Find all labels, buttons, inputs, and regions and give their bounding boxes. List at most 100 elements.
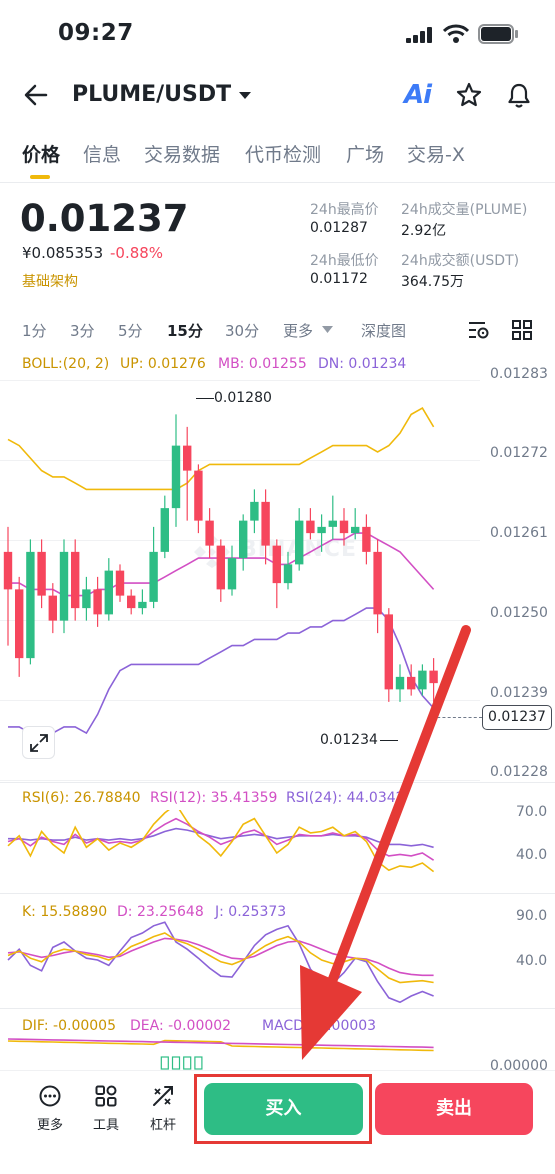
- rsi-axis-label: 70.0: [516, 804, 548, 820]
- tab-trading-data[interactable]: 交易数据: [144, 144, 221, 166]
- boll-up: UP: 0.01276: [120, 356, 206, 372]
- cellular-signal-icon: [406, 27, 434, 43]
- candle-body: [395, 676, 405, 690]
- leverage-icon: [153, 1086, 173, 1106]
- divider: [0, 182, 555, 183]
- candle-body: [149, 551, 158, 602]
- tools-button[interactable]: 工具: [86, 1085, 126, 1135]
- candle-body: [261, 501, 270, 546]
- interval-more[interactable]: 更多: [283, 322, 314, 340]
- kdj-axis-label: 40.0: [516, 953, 548, 969]
- current-price-badge: 0.01237: [482, 705, 552, 730]
- star-icon[interactable]: [456, 82, 482, 108]
- interval-3m[interactable]: 3分: [70, 322, 95, 340]
- candle-body: [317, 526, 326, 534]
- gridline: [0, 460, 480, 461]
- layout-grid-icon[interactable]: [512, 320, 532, 340]
- candle-body: [127, 595, 136, 609]
- back-arrow-icon[interactable]: [24, 84, 48, 106]
- tools-label: 工具: [92, 1118, 119, 1133]
- kdj-j-line: [7, 921, 434, 1004]
- amount-value: 364.75万: [401, 274, 464, 290]
- more-button[interactable]: 更多: [30, 1085, 70, 1135]
- price-change: -0.88%: [110, 244, 164, 262]
- candle-body: [37, 551, 46, 596]
- candle-body: [3, 551, 13, 590]
- boll-dn: DN: 0.01234: [318, 356, 407, 372]
- gridline: [0, 380, 480, 381]
- volume-value: 2.92亿: [401, 223, 447, 239]
- kdj-k-label: K: 15.58890: [22, 904, 108, 920]
- rsi12-label: RSI(12): 35.41359: [150, 790, 278, 806]
- candle-body: [272, 545, 281, 584]
- candle-body: [115, 570, 125, 596]
- price-axis-label: 0.01228: [490, 764, 548, 780]
- category-tag[interactable]: 基础架构: [22, 274, 78, 290]
- divider: [0, 782, 555, 783]
- candle-body: [205, 520, 214, 546]
- highlight-box: [194, 1074, 372, 1144]
- gridline: [0, 620, 480, 621]
- candle-body: [160, 508, 169, 552]
- current-price-line: [432, 717, 482, 718]
- high-marker-line: [196, 398, 214, 399]
- battery-icon: [478, 24, 518, 44]
- active-tab-indicator: [30, 175, 50, 179]
- bell-icon[interactable]: [507, 82, 531, 108]
- candle-body: [93, 589, 102, 615]
- tab-info[interactable]: 信息: [83, 144, 122, 166]
- indicator-settings-icon[interactable]: [468, 321, 490, 341]
- more-label: 更多: [36, 1118, 63, 1133]
- candle-body: [250, 501, 259, 521]
- more-caret-icon: [322, 326, 333, 333]
- boll-lower-line: [8, 607, 435, 735]
- tab-trade-x[interactable]: 交易-X: [407, 144, 465, 166]
- high-value: 0.01287: [310, 220, 368, 236]
- low-value: 0.01172: [310, 271, 368, 287]
- macd-histogram-bar: [183, 1056, 192, 1070]
- macd-histogram-bar: [194, 1056, 203, 1070]
- fullscreen-button[interactable]: [22, 726, 55, 759]
- price-axis-label: 0.01250: [490, 605, 548, 621]
- candle-body: [418, 670, 427, 690]
- kdj-d-label: D: 23.25648: [117, 904, 204, 920]
- price-axis-label: 0.01261: [490, 525, 548, 541]
- high-annotation: 0.01280: [214, 390, 272, 406]
- candle-body: [15, 589, 24, 659]
- more-dots-icon: [39, 1085, 61, 1107]
- depth-chart-tab[interactable]: 深度图: [361, 322, 407, 340]
- wifi-icon: [443, 24, 469, 43]
- interval-5m[interactable]: 5分: [118, 322, 143, 340]
- binance-logo-watermark: [194, 534, 230, 568]
- macd-dea-label: DEA: -0.00002: [130, 1018, 232, 1034]
- tab-price[interactable]: 价格: [22, 144, 61, 166]
- sell-button[interactable]: 卖出: [375, 1083, 533, 1135]
- candle-body: [239, 520, 248, 559]
- buy-button[interactable]: 买入: [204, 1083, 363, 1135]
- caret-down-icon: [239, 92, 251, 99]
- candle-body: [183, 445, 192, 471]
- cny-price: ¥0.085353: [22, 244, 104, 262]
- candle-body: [283, 564, 293, 584]
- tab-square[interactable]: 广场: [346, 144, 385, 166]
- candle-body: [429, 670, 438, 684]
- interval-1m[interactable]: 1分: [22, 322, 47, 340]
- high-label: 24h最高价: [310, 202, 379, 218]
- macd-dea-line: [7, 1038, 434, 1049]
- candle-body: [227, 558, 237, 590]
- candle-body: [71, 551, 80, 609]
- ai-button[interactable]: Ai: [404, 80, 432, 110]
- candle-body: [407, 676, 416, 690]
- pair-selector[interactable]: PLUME/USDT: [72, 82, 257, 110]
- interval-15m[interactable]: 15分: [167, 322, 203, 340]
- status-time: 09:27: [58, 20, 134, 46]
- leverage-button[interactable]: 杠杆: [143, 1085, 183, 1135]
- interval-30m[interactable]: 30分: [225, 322, 260, 340]
- tab-token-check[interactable]: 代币检测: [245, 144, 322, 166]
- tools-icon: [95, 1085, 117, 1107]
- macd-dif-line: [7, 1039, 434, 1052]
- price-axis-label: 0.01283: [490, 366, 548, 382]
- candlestick-chart[interactable]: [0, 380, 480, 780]
- candle-body: [328, 520, 337, 527]
- candle-body: [26, 551, 35, 659]
